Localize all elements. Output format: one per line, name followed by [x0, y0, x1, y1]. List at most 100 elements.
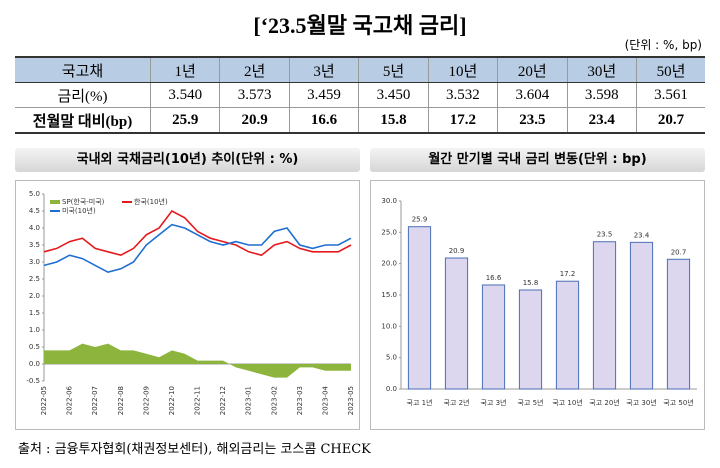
y-tick-label: 1.5	[29, 309, 40, 317]
y-tick-label: 2.0	[29, 292, 40, 300]
y-tick-label: 4.5	[29, 207, 40, 215]
legend-label: 미국(10년)	[62, 206, 96, 215]
y-tick-label: 0.5	[29, 343, 40, 351]
header-cell: 20년	[497, 56, 568, 83]
rate-line	[43, 209, 352, 257]
x-tick-label: 2023-05	[347, 386, 355, 415]
value-label: 20.7	[671, 248, 687, 256]
x-tick-label: 2022-12	[219, 386, 227, 415]
rate-line	[43, 223, 352, 274]
table-cell: 23.4	[566, 107, 637, 134]
table-cell: 3.459	[288, 82, 359, 108]
header-row: 국고채 1년 2년 3년 5년 10년 20년 30년 50년	[15, 56, 705, 83]
table-cell: 3.450	[358, 82, 429, 108]
value-label: 17.2	[560, 270, 576, 278]
chart-title: 국내외 국채금리(10년) 추이(단위 : %)	[15, 148, 360, 172]
x-tick-label: 2022-06	[66, 385, 74, 415]
table-cell: 3.598	[566, 82, 637, 108]
table-row: 금리(%) 3.540 3.573 3.459 3.450 3.532 3.604 3.598…	[15, 82, 705, 108]
bar	[592, 241, 617, 390]
y-tick-label: -0.5	[26, 377, 40, 385]
value-label: 23.5	[597, 231, 613, 239]
x-tick-label: 2022-10	[168, 386, 176, 415]
x-tick-label: 국고 1년	[407, 398, 433, 407]
x-tick-label: 2022-05	[40, 386, 48, 415]
y-tick-label: 5.0	[386, 354, 397, 362]
y-tick-label: 1.0	[29, 326, 40, 334]
legend-swatch	[50, 200, 60, 204]
value-label: 23.4	[634, 231, 650, 239]
bar	[555, 280, 580, 390]
y-tick-label: 2.5	[29, 275, 40, 283]
table-cell: 20.7	[635, 107, 705, 134]
rate-table: 국고채 1년 2년 3년 5년 10년 20년 30년 50년 금리(%) 3.540 3.573 3.…	[15, 56, 705, 134]
source-note: 출처 : 금융투자협회(채권정보센터), 해외금리는 코스콤 CHECK	[18, 442, 371, 457]
value-label: 16.6	[486, 274, 502, 282]
y-tick-label: 3.0	[29, 258, 40, 266]
x-tick-label: 국고 30년	[626, 398, 656, 407]
bar-chart: 0.0 5.0 10.0 15.0 20.0 25.0 30.0 25.9 국고 1년 20.9 국…	[370, 180, 705, 430]
header-cell: 50년	[635, 56, 705, 83]
x-tick-label: 국고 5년	[518, 398, 544, 407]
table-cell: 3.604	[497, 82, 568, 108]
header-cell: 2년	[219, 56, 290, 83]
legend-label: 한국(10년)	[134, 197, 168, 206]
page-title: [‘23.5월말 국고채 금리]	[253, 13, 467, 38]
y-tick-label: 4.0	[29, 224, 40, 232]
table-cell: 20.9	[219, 107, 290, 134]
x-tick-label: 국고 50년	[663, 398, 693, 407]
unit-note: (단위 : %, bp)	[624, 38, 702, 52]
y-tick-label: 30.0	[381, 197, 397, 205]
x-tick-label: 국고 20년	[589, 398, 619, 407]
y-tick-label: 20.0	[381, 260, 397, 268]
header-cell: 국고채	[15, 56, 151, 83]
bar	[407, 226, 432, 390]
table-cell: 23.5	[497, 107, 568, 134]
x-tick-label: 국고 3년	[481, 398, 507, 407]
x-tick-label: 2022-11	[194, 386, 202, 415]
table-cell: 3.532	[427, 82, 498, 108]
y-tick-label: 25.0	[381, 228, 397, 236]
table-cell: 금리(%)	[15, 82, 151, 108]
header-cell: 30년	[566, 56, 637, 83]
y-tick-label: 3.5	[29, 241, 40, 249]
x-tick-label: 2023-01	[245, 386, 253, 415]
line-chart: -0.5 0.0 0.5 1.0 1.5 2.0 2.5 3.0 3.5 4.0 4.5 5.0 202…	[15, 180, 360, 430]
chart-title: 월간 만기별 국내 금리 변동(단위 : bp)	[370, 148, 705, 172]
y-tick-label: 0.0	[29, 360, 40, 368]
table-cell: 25.9	[149, 107, 220, 134]
x-tick-label: 국고 2년	[444, 398, 470, 407]
y-tick-label: 0.0	[386, 385, 397, 393]
table-cell: 16.6	[288, 107, 359, 134]
y-tick-label: 5.0	[29, 190, 40, 198]
bar	[629, 241, 654, 390]
bar	[481, 284, 506, 390]
table-cell: 3.561	[635, 82, 705, 108]
x-tick-label: 2023-02	[270, 386, 278, 415]
x-tick-label: 2023-03	[296, 386, 304, 415]
header-cell: 10년	[427, 56, 498, 83]
x-tick-label: 2023-04	[321, 385, 329, 415]
x-tick-label: 2022-08	[117, 386, 125, 415]
table-cell: 전월말 대비(bp)	[15, 107, 151, 134]
header-cell: 5년	[358, 56, 429, 83]
value-label: 25.9	[412, 216, 428, 224]
bar	[444, 257, 469, 390]
y-tick-label: 15.0	[381, 291, 397, 299]
x-tick-label: 2022-09	[142, 386, 150, 415]
legend-label: SP(한국-미국)	[62, 197, 105, 206]
x-tick-label: 국고 10년	[552, 398, 582, 407]
table-cell: 15.8	[358, 107, 429, 134]
header-cell: 3년	[288, 56, 359, 83]
y-tick-label: 10.0	[381, 322, 397, 330]
header-cell: 1년	[149, 56, 220, 83]
table-row: 전월말 대비(bp) 25.9 20.9 16.6 15.8 17.2 23.5 23.4 20…	[15, 107, 705, 134]
bar	[518, 289, 543, 390]
value-label: 15.8	[523, 279, 539, 287]
table-cell: 3.540	[149, 82, 220, 108]
table-cell: 3.573	[219, 82, 290, 108]
table-cell: 17.2	[427, 107, 498, 134]
spread-area	[44, 343, 351, 378]
value-label: 20.9	[449, 247, 465, 255]
